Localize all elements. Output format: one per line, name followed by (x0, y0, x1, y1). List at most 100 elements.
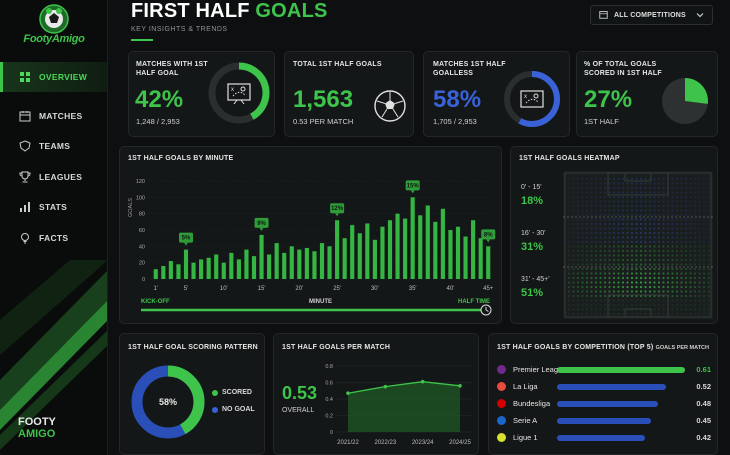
premier-league-icon (497, 365, 506, 374)
bar-minute-37 (425, 205, 430, 279)
ligue-1-icon (497, 433, 506, 442)
bar-minute-12 (236, 259, 241, 279)
legend-no-goal: NO GOAL (212, 406, 255, 413)
legend-dot (212, 406, 218, 413)
competition-value: 0.48 (696, 399, 711, 408)
nav-label: TEAMS (39, 141, 71, 151)
y-tick-label: 0 (330, 430, 333, 436)
bar-minute-36 (418, 215, 423, 279)
bar-minute-40 (448, 230, 453, 279)
svg-text:x: x (524, 94, 527, 100)
y-tick-label: 100 (136, 195, 145, 201)
nav-label: MATCHES (39, 110, 83, 121)
competition-name: La Liga (513, 382, 538, 391)
competition-name: Ligue 1 (513, 433, 538, 442)
serie-a-icon (497, 416, 506, 425)
nav-item-leagues[interactable]: LEAGUES (0, 162, 107, 192)
x-tick-label: 2023/24 (412, 440, 434, 446)
point-2022/23 (383, 384, 388, 389)
bar-minute-11 (229, 252, 234, 279)
x-tick-label: 40' (447, 286, 455, 292)
nav-label: STATS (39, 202, 68, 212)
bar-minute-13 (244, 249, 249, 279)
competition-name: Bundesliga (513, 399, 551, 408)
heatmap-card: 1ST HALF GOALS HEATMAP 0' - 15' 18% 16' … (510, 146, 718, 324)
bar-minute-39 (440, 208, 445, 279)
bar-minute-1 (153, 269, 158, 279)
point-2023/24 (420, 379, 425, 384)
per-match-area-chart[interactable]: 0 0.2 0.4 0.6 0.8 2021/22 2022/23 2023/24 2024/… (322, 356, 476, 452)
lightbulb-icon (18, 231, 32, 245)
donut-segment-scored (131, 365, 205, 439)
x-tick-label: 10' (220, 286, 228, 292)
tactics-board-icon: x (520, 90, 544, 108)
bundesliga-icon (497, 399, 506, 408)
legend-dot (212, 389, 218, 396)
x-tick-label: 2021/22 (337, 440, 359, 446)
bar-minute-17 (274, 243, 279, 279)
nav-item-stats[interactable]: STATS (0, 192, 107, 222)
scoring-donut[interactable]: 58% (128, 362, 208, 442)
y-tick-label: 0.2 (325, 414, 333, 420)
y-tick-label: 80 (139, 212, 145, 218)
competition-value: 0.42 (696, 433, 711, 442)
nav-item-facts[interactable]: FACTS (0, 223, 107, 253)
bar-minute-28 (357, 233, 362, 279)
x-tick-label: 15' (258, 286, 266, 292)
scoring-pattern-card: 1ST HALF GOAL SCORING PATTERN 58% SCORED… (119, 333, 265, 455)
logo-text: FootyAmigo (23, 33, 85, 45)
bar-minute-34 (403, 218, 408, 279)
bar-minute-5 (183, 249, 189, 279)
chevron-down-icon (696, 11, 704, 21)
bar-minute-6 (191, 262, 196, 279)
kpi-value: 1,563 (293, 86, 354, 113)
competition-select[interactable]: ALL COMPETITIONS (590, 5, 713, 25)
kpi-pie (662, 78, 708, 124)
bar-minute-3 (168, 261, 173, 279)
zone-range: 16' - 30' (521, 230, 546, 237)
nav-item-overview[interactable]: OVERVIEW (0, 62, 107, 92)
competition-row[interactable]: Ligue 1 0.42 (497, 432, 711, 444)
competition-row[interactable]: Serie A 0.45 (497, 415, 711, 427)
kpi-sub: 1ST HALF (584, 117, 619, 126)
bar-minute-38 (433, 221, 438, 279)
goals-by-minute-card: 1ST HALF GOALS BY MINUTE 0 20 40 60 80 100 120… (119, 146, 502, 324)
nav-item-teams[interactable]: TEAMS (0, 131, 107, 161)
logo[interactable]: FootyAmigo (18, 2, 90, 48)
kpi-card-matches-with-goal: MATCHES WITH 1ST HALF GOAL 42% 1,248 / 2… (128, 51, 275, 137)
shield-icon (18, 139, 32, 153)
competition-value: 0.52 (696, 382, 711, 391)
nav-item-matches[interactable]: MATCHES (0, 101, 107, 131)
callout-minute-25: 12% (330, 203, 345, 217)
pitch-heatmap[interactable] (563, 171, 713, 319)
bar-minute-19 (289, 246, 294, 279)
zone-range: 31' - 45+' (521, 276, 550, 283)
bar-minute-29 (365, 223, 370, 279)
sidebar: FootyAmigo OVERVIEW MATCHES TEAMS LEA (0, 0, 108, 455)
x-axis-label: MINUTE (309, 299, 332, 305)
callout-minute-5: 5% (179, 232, 193, 246)
bar-minute-15 (259, 234, 264, 279)
competition-row[interactable]: Premier League 0.61 (497, 364, 711, 376)
decorative-stripes (0, 260, 107, 450)
calendar-icon (18, 109, 32, 123)
clock-icon (480, 304, 492, 316)
bar-minute-35 (410, 197, 415, 279)
bar-minute-21 (304, 247, 309, 279)
donut-center-label: 58% (159, 397, 177, 407)
callout-minute-15: 9% (254, 217, 269, 231)
svg-text:9%: 9% (257, 221, 266, 227)
competition-row[interactable]: Bundesliga 0.48 (497, 398, 711, 410)
competition-row[interactable]: La Liga 0.52 (497, 381, 711, 393)
zone-value: 51% (521, 287, 544, 299)
competition-bar (557, 418, 652, 424)
y-tick-label: 120 (136, 179, 145, 185)
x-tick-label: 35' (409, 286, 417, 292)
y-tick-label: 40 (139, 244, 145, 250)
per-match-value: 0.53 (282, 383, 318, 403)
pie-slice-first-half (685, 78, 708, 104)
la-liga-icon (497, 382, 506, 391)
y-tick-label: 0 (142, 277, 145, 283)
point-2024/25 (458, 384, 462, 388)
